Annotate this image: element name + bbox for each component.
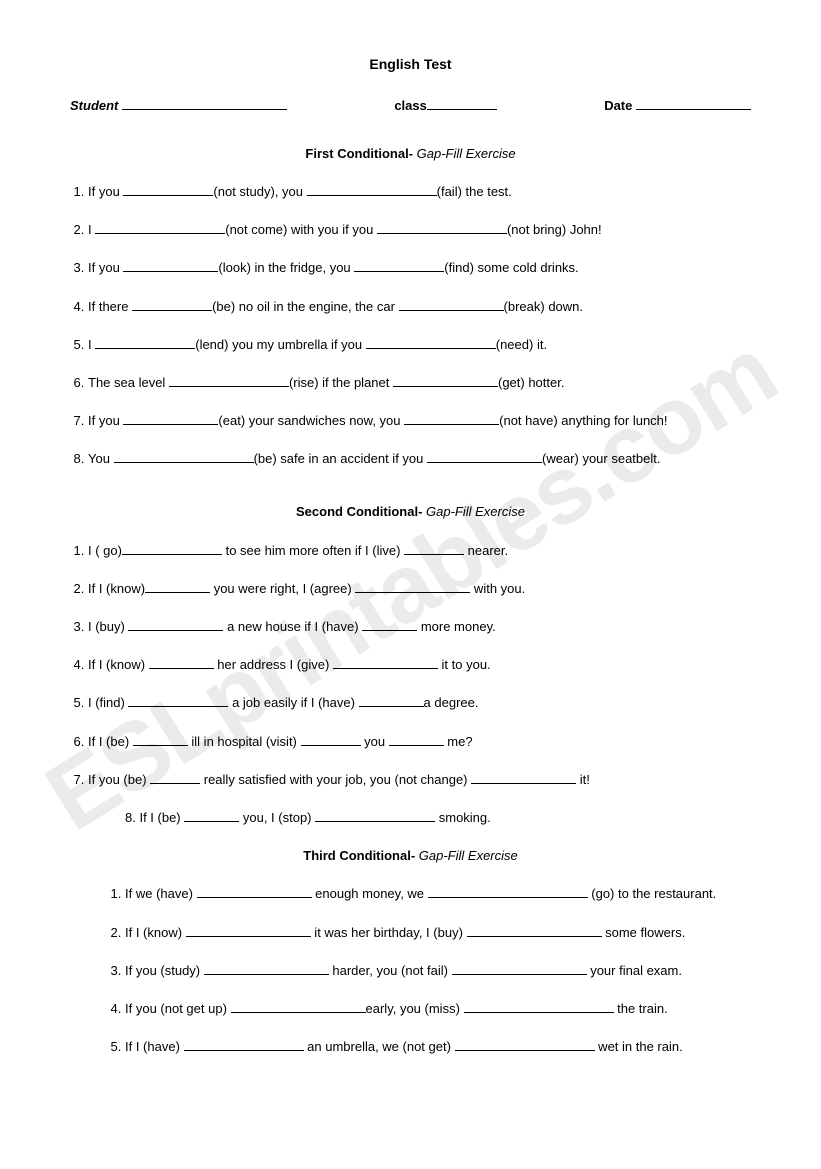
exercise-item: If I (have) an umbrella, we (not get) we…: [125, 1038, 751, 1056]
exercise-item: If you (not study), you (fail) the test.: [88, 183, 751, 201]
exercise-item: If I (know) her address I (give) it to y…: [88, 656, 751, 674]
exercise-item: I (not come) with you if you (not bring)…: [88, 221, 751, 239]
class-field: class: [394, 97, 497, 115]
section-title-bold: Third Conditional-: [303, 848, 415, 863]
fill-blank[interactable]: [184, 1050, 304, 1051]
fill-blank[interactable]: [123, 195, 213, 196]
exercise-item: If you (be) really satisfied with your j…: [88, 771, 751, 789]
date-blank[interactable]: [636, 109, 751, 110]
fill-blank[interactable]: [333, 668, 438, 669]
date-label: Date: [604, 98, 632, 113]
section-title-italic: Gap-Fill Exercise: [413, 146, 516, 161]
fill-blank[interactable]: [452, 974, 587, 975]
exercise-item: The sea level (rise) if the planet (get)…: [88, 374, 751, 392]
fill-blank[interactable]: [464, 1012, 614, 1013]
exercise-item: I (find) a job easily if I (have) a degr…: [88, 694, 751, 712]
exercise-item: I ( go) to see him more often if I (live…: [88, 542, 751, 560]
fill-blank[interactable]: [128, 630, 223, 631]
section-title-bold: First Conditional-: [305, 146, 413, 161]
fill-blank[interactable]: [455, 1050, 595, 1051]
exercise-list: I ( go) to see him more often if I (live…: [70, 542, 751, 789]
exercise-item: 8. If I (be) you, I (stop) smoking.: [125, 809, 751, 827]
exercise-item: If you (not get up) early, you (miss) th…: [125, 1000, 751, 1018]
fill-blank[interactable]: [95, 233, 225, 234]
exercise-item: If I (know) it was her birthday, I (buy)…: [125, 924, 751, 942]
fill-blank[interactable]: [389, 745, 444, 746]
exercise-item: If you (eat) your sandwiches now, you (n…: [88, 412, 751, 430]
exercise-list: If we (have) enough money, we (go) to th…: [70, 885, 751, 1056]
fill-blank[interactable]: [354, 271, 444, 272]
fill-blank[interactable]: [122, 554, 222, 555]
fill-blank[interactable]: [133, 745, 188, 746]
exercise-item: If I (be) ill in hospital (visit) you me…: [88, 733, 751, 751]
student-label: Student: [70, 98, 118, 113]
section-title-italic: Gap-Fill Exercise: [422, 504, 525, 519]
class-blank[interactable]: [427, 109, 497, 110]
fill-blank[interactable]: [132, 310, 212, 311]
fill-blank[interactable]: [95, 348, 195, 349]
fill-blank[interactable]: [114, 462, 254, 463]
exercise-item: I (lend) you my umbrella if you (need) i…: [88, 336, 751, 354]
fill-blank[interactable]: [399, 310, 504, 311]
fill-blank[interactable]: [231, 1012, 366, 1013]
student-field: Student: [70, 97, 287, 115]
fill-blank[interactable]: [355, 592, 470, 593]
fill-blank[interactable]: [427, 462, 542, 463]
section-title-bold: Second Conditional-: [296, 504, 422, 519]
fill-blank[interactable]: [145, 592, 210, 593]
section-title: Third Conditional- Gap-Fill Exercise: [70, 847, 751, 865]
fill-blank[interactable]: [404, 424, 499, 425]
exercise-list: If you (not study), you (fail) the test.…: [70, 183, 751, 469]
class-label: class: [394, 98, 427, 113]
fill-blank[interactable]: [128, 706, 228, 707]
fill-blank[interactable]: [471, 783, 576, 784]
fill-blank[interactable]: [404, 554, 464, 555]
section-title-italic: Gap-Fill Exercise: [415, 848, 518, 863]
page-title: English Test: [70, 55, 751, 75]
exercise-item: You (be) safe in an accident if you (wea…: [88, 450, 751, 468]
fill-blank[interactable]: [301, 745, 361, 746]
fill-blank[interactable]: [123, 271, 218, 272]
fill-blank[interactable]: [366, 348, 496, 349]
exercise-item: If you (look) in the fridge, you (find) …: [88, 259, 751, 277]
section-title: First Conditional- Gap-Fill Exercise: [70, 145, 751, 163]
fill-blank[interactable]: [197, 897, 312, 898]
fill-blank[interactable]: [315, 821, 435, 822]
fill-blank[interactable]: [123, 424, 218, 425]
exercise-item: If we (have) enough money, we (go) to th…: [125, 885, 751, 903]
fill-blank[interactable]: [150, 783, 200, 784]
fill-blank[interactable]: [149, 668, 214, 669]
fill-blank[interactable]: [307, 195, 437, 196]
exercise-item: If I (know) you were right, I (agree) wi…: [88, 580, 751, 598]
header-line: Student class Date: [70, 97, 751, 115]
fill-blank[interactable]: [204, 974, 329, 975]
student-blank[interactable]: [122, 109, 287, 110]
exercise-item: If there (be) no oil in the engine, the …: [88, 298, 751, 316]
exercise-item: I (buy) a new house if I (have) more mon…: [88, 618, 751, 636]
fill-blank[interactable]: [467, 936, 602, 937]
fill-blank[interactable]: [169, 386, 289, 387]
fill-blank[interactable]: [393, 386, 498, 387]
exercise-item: If you (study) harder, you (not fail) yo…: [125, 962, 751, 980]
fill-blank[interactable]: [377, 233, 507, 234]
fill-blank[interactable]: [186, 936, 311, 937]
fill-blank[interactable]: [184, 821, 239, 822]
section-title: Second Conditional- Gap-Fill Exercise: [70, 503, 751, 521]
fill-blank[interactable]: [428, 897, 588, 898]
fill-blank[interactable]: [362, 630, 417, 631]
fill-blank[interactable]: [359, 706, 424, 707]
date-field: Date: [604, 97, 751, 115]
